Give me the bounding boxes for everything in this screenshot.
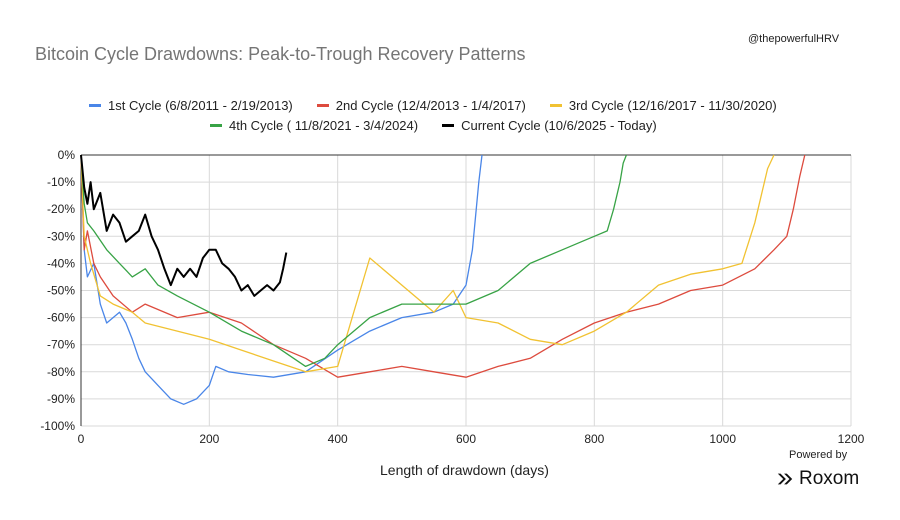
legend-row-2: 4th Cycle ( 11/8/2021 - 3/4/2024) Curren…	[210, 118, 657, 133]
x-axis-label: Length of drawdown (days)	[380, 462, 549, 478]
y-tick-label: -90%	[47, 392, 75, 406]
legend-swatch-cycle-2	[316, 104, 329, 107]
powered-by-label: Powered by	[789, 449, 848, 461]
legend-row-1: 1st Cycle (6/8/2011 - 2/19/2013) 2nd Cyc…	[89, 98, 777, 113]
legend-swatch-cycle-3	[549, 104, 562, 107]
y-tick-label: -20%	[47, 202, 75, 216]
legend-label-cycle-4: 4th Cycle ( 11/8/2021 - 3/4/2024)	[229, 118, 419, 133]
chart-title: Bitcoin Cycle Drawdowns: Peak-to-Trough …	[35, 44, 526, 64]
legend-label-cycle-2: 2nd Cycle (12/4/2013 - 1/4/2017)	[335, 98, 526, 113]
series-line-cycle-2	[80, 154, 806, 378]
x-tick-label: 0	[78, 432, 85, 446]
x-tick-label: 400	[328, 432, 348, 446]
y-tick-label: 0%	[58, 148, 76, 162]
legend-swatch-cycle-1	[89, 104, 101, 107]
series-line-cycle-4	[80, 154, 628, 368]
y-tick-label: -70%	[47, 338, 75, 352]
roxom-logo-icon	[777, 473, 793, 485]
x-tick-label: 1000	[709, 432, 736, 446]
x-tick-label: 200	[199, 432, 219, 446]
legend-item-cycle-4: 4th Cycle ( 11/8/2021 - 3/4/2024)	[210, 118, 418, 133]
legend-item-current-cycle: Current Cycle (10/6/2025 - Today)	[442, 118, 657, 133]
y-tick-label: -50%	[47, 284, 75, 298]
brand-name: Roxom	[799, 468, 860, 489]
legend-label-cycle-1: 1st Cycle (6/8/2011 - 2/19/2013)	[108, 98, 293, 113]
legend-swatch-cycle-4	[210, 124, 222, 127]
series-line-cycle-3	[80, 154, 775, 373]
legend-label-cycle-3: 3rd Cycle (12/16/2017 - 11/30/2020)	[568, 98, 777, 113]
author-handle: @thepowerfulHRV	[748, 33, 840, 45]
legend-item-cycle-2: 2nd Cycle (12/4/2013 - 1/4/2017)	[316, 98, 526, 113]
y-tick-label: -100%	[40, 419, 75, 433]
legend-label-current-cycle: Current Cycle (10/6/2025 - Today)	[461, 118, 657, 133]
legend-item-cycle-1: 1st Cycle (6/8/2011 - 2/19/2013)	[89, 98, 293, 113]
x-tick-label: 1200	[838, 432, 865, 446]
y-tick-label: -40%	[47, 256, 75, 270]
x-tick-label: 600	[456, 432, 476, 446]
y-tick-label: -30%	[47, 229, 75, 243]
y-tick-label: -80%	[47, 365, 75, 379]
series-line-current-cycle	[80, 154, 288, 297]
legend-swatch-current-cycle	[442, 124, 455, 127]
brand: Roxom	[776, 468, 859, 490]
y-tick-label: -60%	[47, 311, 75, 325]
y-tick-label: -10%	[47, 175, 75, 189]
legend-item-cycle-3: 3rd Cycle (12/16/2017 - 11/30/2020)	[549, 98, 777, 113]
x-tick-label: 800	[584, 432, 604, 446]
